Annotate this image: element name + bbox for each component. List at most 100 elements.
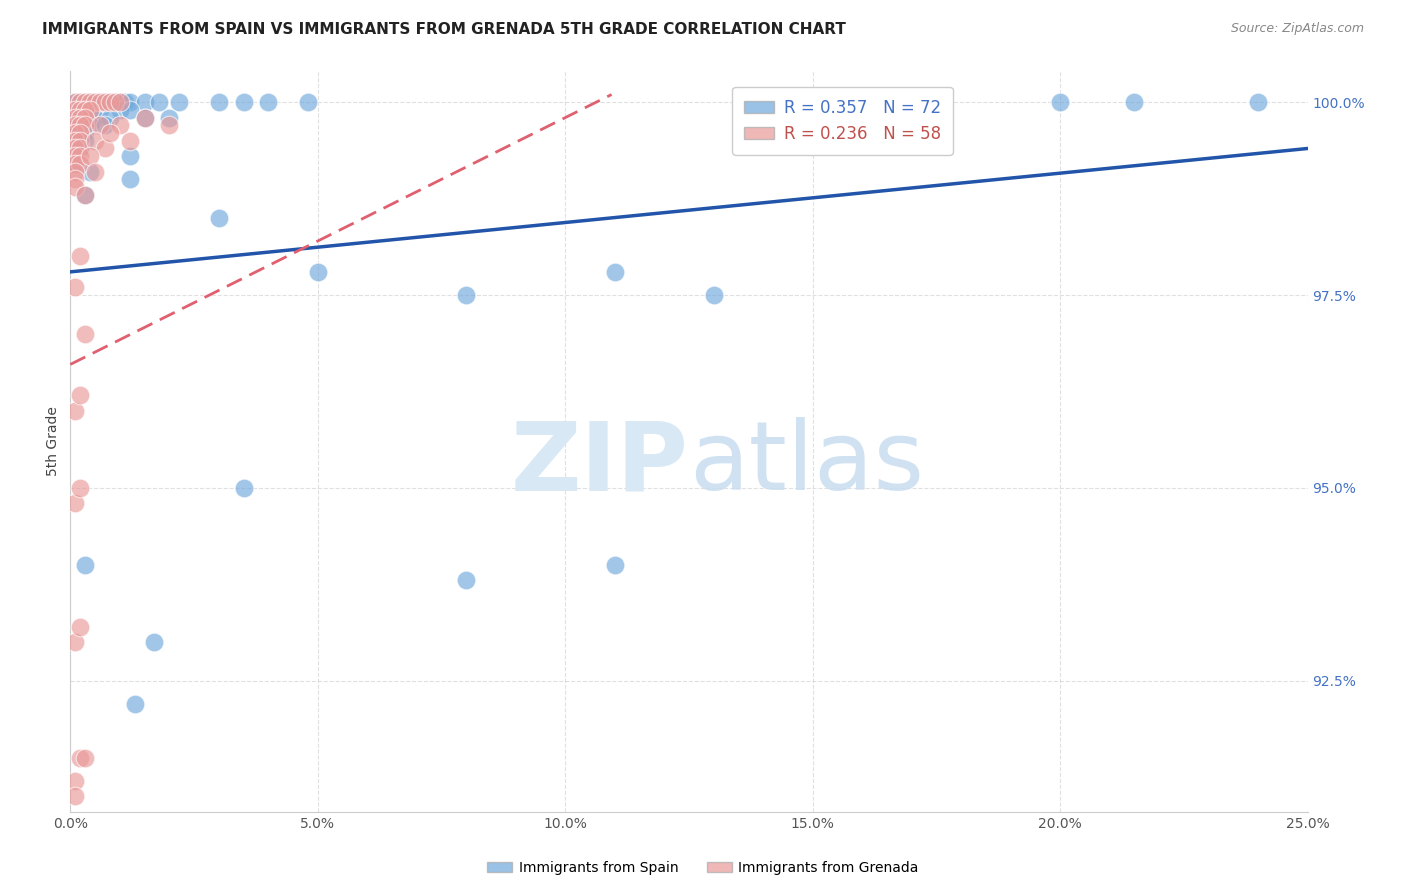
Point [134, 95, 156, 110]
Text: atlas: atlas [689, 417, 924, 510]
Point [65, 403, 87, 417]
Point [84, 164, 107, 178]
Point [65, 141, 87, 155]
Point [75, 111, 97, 125]
Point [75, 103, 97, 117]
Point [703, 288, 725, 302]
Point [98, 95, 121, 110]
Point [75, 134, 97, 148]
Point [69, 95, 91, 110]
Point [98, 95, 121, 110]
Point [69, 111, 91, 125]
Point [69, 481, 91, 495]
Legend: Immigrants from Spain, Immigrants from Grenada: Immigrants from Spain, Immigrants from G… [482, 855, 924, 880]
Point [118, 172, 141, 186]
Point [232, 481, 254, 495]
Point [75, 558, 97, 572]
Point [134, 111, 156, 125]
Point [65, 635, 87, 649]
Legend: R = 0.357   N = 72, R = 0.236   N = 58: R = 0.357 N = 72, R = 0.236 N = 58 [733, 87, 953, 155]
Point [94, 95, 117, 110]
Point [69, 750, 91, 764]
Point [65, 95, 87, 110]
Text: Source: ZipAtlas.com: Source: ZipAtlas.com [1230, 22, 1364, 36]
Point [65, 111, 87, 125]
Point [65, 111, 87, 125]
Point [69, 619, 91, 633]
Point [603, 265, 626, 279]
Point [94, 95, 117, 110]
Point [124, 697, 146, 711]
Point [65, 119, 87, 133]
Point [108, 103, 131, 117]
Point [98, 126, 121, 140]
Point [65, 103, 87, 117]
Point [69, 141, 91, 155]
Point [69, 119, 91, 133]
Point [89, 119, 111, 133]
Point [89, 95, 111, 110]
Point [75, 111, 97, 125]
Point [456, 288, 478, 302]
Point [69, 157, 91, 171]
Point [65, 157, 87, 171]
Point [65, 789, 87, 804]
Point [603, 558, 626, 572]
Point [69, 149, 91, 163]
Point [108, 95, 131, 110]
Point [297, 95, 319, 110]
Point [65, 119, 87, 133]
Point [98, 111, 121, 125]
Point [65, 141, 87, 155]
Point [75, 187, 97, 202]
Point [65, 496, 87, 510]
Point [65, 126, 87, 140]
Point [65, 157, 87, 171]
Point [75, 119, 97, 133]
Text: ZIP: ZIP [510, 417, 689, 510]
Point [69, 126, 91, 140]
Point [157, 111, 180, 125]
Point [167, 95, 190, 110]
Point [65, 164, 87, 178]
Point [456, 574, 478, 588]
Point [75, 326, 97, 341]
Point [157, 119, 180, 133]
Point [79, 95, 101, 110]
Point [1123, 95, 1146, 110]
Point [65, 134, 87, 148]
Point [1049, 95, 1071, 110]
Point [75, 126, 97, 140]
Point [69, 126, 91, 140]
Point [108, 95, 131, 110]
Point [65, 149, 87, 163]
Point [65, 180, 87, 194]
Point [118, 95, 141, 110]
Point [75, 103, 97, 117]
Point [69, 388, 91, 402]
Point [69, 134, 91, 148]
Point [84, 95, 107, 110]
Point [94, 141, 117, 155]
Point [75, 750, 97, 764]
Point [208, 95, 231, 110]
Point [89, 103, 111, 117]
Point [307, 265, 329, 279]
Point [89, 95, 111, 110]
Point [1247, 95, 1270, 110]
Point [79, 95, 101, 110]
Point [79, 103, 101, 117]
Point [94, 119, 117, 133]
Point [79, 119, 101, 133]
Point [118, 134, 141, 148]
Point [65, 103, 87, 117]
Point [232, 95, 254, 110]
Point [69, 103, 91, 117]
Point [75, 95, 97, 110]
Point [118, 149, 141, 163]
Point [75, 187, 97, 202]
Y-axis label: 5th Grade: 5th Grade [46, 407, 60, 476]
Point [84, 95, 107, 110]
Point [65, 172, 87, 186]
Point [69, 249, 91, 263]
